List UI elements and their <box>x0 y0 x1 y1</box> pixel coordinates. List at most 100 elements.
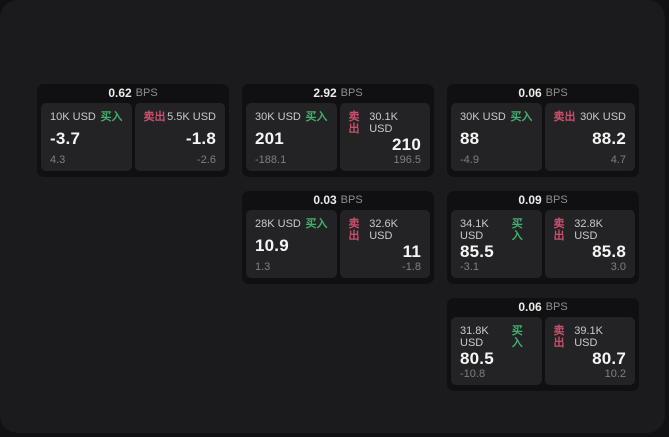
bps-header: 2.92 BPS <box>246 84 430 103</box>
sell-amount-label: 30K USD <box>580 111 626 123</box>
buy-price: 85.5 <box>460 242 494 261</box>
buy-panel-top: 10K USD 买入 <box>50 111 123 123</box>
quote-card: 2.92 BPS 30K USD 买入 201 -188.1 卖出 30.1K … <box>242 84 434 177</box>
buy-price: -3.7 <box>50 129 81 148</box>
buy-sub-value: 1.3 <box>255 261 271 273</box>
buy-amount-label: 10K USD <box>50 111 96 123</box>
buy-side-label: 买入 <box>100 111 123 123</box>
sell-sub-value: -2.6 <box>197 154 216 166</box>
buy-sub-value: -188.1 <box>255 154 287 166</box>
quote-card: 0.06 BPS 31.8K USD 买入 80.5 -10.8 卖出 39.1… <box>447 298 639 391</box>
buy-amount-label: 30K USD <box>460 111 506 123</box>
sell-panel[interactable]: 卖出 39.1K USD 80.7 10.2 <box>544 317 635 385</box>
sell-side-label: 卖出 <box>553 111 576 123</box>
buy-price: 10.9 <box>255 236 289 255</box>
bps-header: 0.09 BPS <box>451 191 635 210</box>
buy-panel[interactable]: 30K USD 买入 201 -188.1 <box>246 103 337 171</box>
bps-value: 0.62 <box>108 86 132 100</box>
sell-panel-top: 卖出 30K USD <box>554 111 627 123</box>
sell-price: 11 <box>402 242 421 261</box>
buy-price: 88 <box>460 129 480 148</box>
bps-value: 0.09 <box>518 193 542 207</box>
bps-unit-label: BPS <box>135 87 158 99</box>
bps-unit-label: BPS <box>545 87 568 99</box>
sell-price: 85.8 <box>592 242 626 261</box>
buy-panel-top: 30K USD 买入 <box>255 111 328 123</box>
buy-panel[interactable]: 28K USD 买入 10.9 1.3 <box>246 210 337 278</box>
quote-card: 0.09 BPS 34.1K USD 买入 85.5 -3.1 卖出 32.8K… <box>447 191 639 284</box>
sell-sub-value: -1.8 <box>402 261 421 273</box>
buy-side-label: 买入 <box>305 111 328 123</box>
sell-panel[interactable]: 卖出 30.1K USD 210 196.5 <box>339 103 430 171</box>
sell-amount-label: 30.1K USD <box>369 111 398 135</box>
bps-unit-label: BPS <box>340 87 363 99</box>
buy-panel-top: 28K USD 买入 <box>255 218 328 230</box>
sell-side-label: 卖出 <box>348 111 360 135</box>
sell-amount-label: 39.1K USD <box>574 325 603 349</box>
buy-price: 201 <box>255 129 284 148</box>
buy-amount-label: 28K USD <box>255 218 301 230</box>
sell-amount-label: 32.8K USD <box>574 218 603 242</box>
sell-side-label: 卖出 <box>553 325 565 349</box>
sell-panel-top: 卖出 32.8K USD <box>554 218 627 242</box>
bps-value: 0.06 <box>518 300 542 314</box>
sell-sub-value: 3.0 <box>610 261 626 273</box>
quote-card: 0.03 BPS 28K USD 买入 10.9 1.3 卖出 32.6K US… <box>242 191 434 284</box>
buy-sub-value: -4.9 <box>460 154 479 166</box>
bps-unit-label: BPS <box>545 194 568 206</box>
buy-side-label: 买入 <box>511 325 523 349</box>
sell-amount-label: 5.5K USD <box>167 111 216 123</box>
bps-unit-label: BPS <box>545 301 568 313</box>
buy-panel[interactable]: 34.1K USD 买入 85.5 -3.1 <box>451 210 542 278</box>
quote-card: 0.62 BPS 10K USD 买入 -3.7 4.3 卖出 5.5K USD… <box>37 84 229 177</box>
buy-panel[interactable]: 31.8K USD 买入 80.5 -10.8 <box>451 317 542 385</box>
sell-panel-top: 卖出 39.1K USD <box>554 325 627 349</box>
sell-price: 80.7 <box>592 349 626 368</box>
bps-header: 0.06 BPS <box>451 84 635 103</box>
sell-side-label: 卖出 <box>348 218 360 242</box>
buy-panel[interactable]: 30K USD 买入 88 -4.9 <box>451 103 542 171</box>
sell-price: 88.2 <box>592 129 626 148</box>
bps-header: 0.06 BPS <box>451 298 635 317</box>
sell-panel[interactable]: 卖出 32.8K USD 85.8 3.0 <box>544 210 635 278</box>
bps-unit-label: BPS <box>340 194 363 206</box>
quote-card-body: 28K USD 买入 10.9 1.3 卖出 32.6K USD 11 -1.8 <box>246 210 430 278</box>
quote-card-body: 31.8K USD 买入 80.5 -10.8 卖出 39.1K USD 80.… <box>451 317 635 385</box>
buy-side-label: 买入 <box>305 218 328 230</box>
buy-price: 80.5 <box>460 349 494 368</box>
sell-price: -1.8 <box>185 129 216 148</box>
sell-panel[interactable]: 卖出 5.5K USD -1.8 -2.6 <box>134 103 225 171</box>
bps-value: 0.06 <box>518 86 542 100</box>
sell-panel-top: 卖出 32.6K USD <box>349 218 422 242</box>
buy-panel[interactable]: 10K USD 买入 -3.7 4.3 <box>41 103 132 171</box>
sell-side-label: 卖出 <box>553 218 565 242</box>
sell-sub-value: 10.2 <box>604 368 626 380</box>
sell-panel[interactable]: 卖出 30K USD 88.2 4.7 <box>544 103 635 171</box>
quote-card-body: 30K USD 买入 88 -4.9 卖出 30K USD 88.2 4.7 <box>451 103 635 171</box>
buy-amount-label: 30K USD <box>255 111 301 123</box>
sell-side-label: 卖出 <box>143 111 166 123</box>
buy-side-label: 买入 <box>511 218 523 242</box>
buy-amount-label: 31.8K USD <box>460 325 489 349</box>
sell-amount-label: 32.6K USD <box>369 218 398 242</box>
buy-sub-value: 4.3 <box>50 154 66 166</box>
buy-side-label: 买入 <box>510 111 533 123</box>
bps-header: 0.62 BPS <box>41 84 225 103</box>
buy-amount-label: 34.1K USD <box>460 218 489 242</box>
sell-sub-value: 196.5 <box>393 154 421 166</box>
quote-card: 0.06 BPS 30K USD 买入 88 -4.9 卖出 30K USD 8… <box>447 84 639 177</box>
buy-panel-top: 34.1K USD 买入 <box>460 218 533 242</box>
buy-panel-top: 30K USD 买入 <box>460 111 533 123</box>
sell-panel[interactable]: 卖出 32.6K USD 11 -1.8 <box>339 210 430 278</box>
sell-price: 210 <box>392 135 421 154</box>
bps-value: 0.03 <box>313 193 337 207</box>
sell-sub-value: 4.7 <box>610 154 626 166</box>
quote-card-body: 30K USD 买入 201 -188.1 卖出 30.1K USD 210 1… <box>246 103 430 171</box>
bps-header: 0.03 BPS <box>246 191 430 210</box>
quote-card-body: 34.1K USD 买入 85.5 -3.1 卖出 32.8K USD 85.8… <box>451 210 635 278</box>
buy-sub-value: -3.1 <box>460 261 479 273</box>
sell-panel-top: 卖出 30.1K USD <box>349 111 422 135</box>
sell-panel-top: 卖出 5.5K USD <box>144 111 217 123</box>
